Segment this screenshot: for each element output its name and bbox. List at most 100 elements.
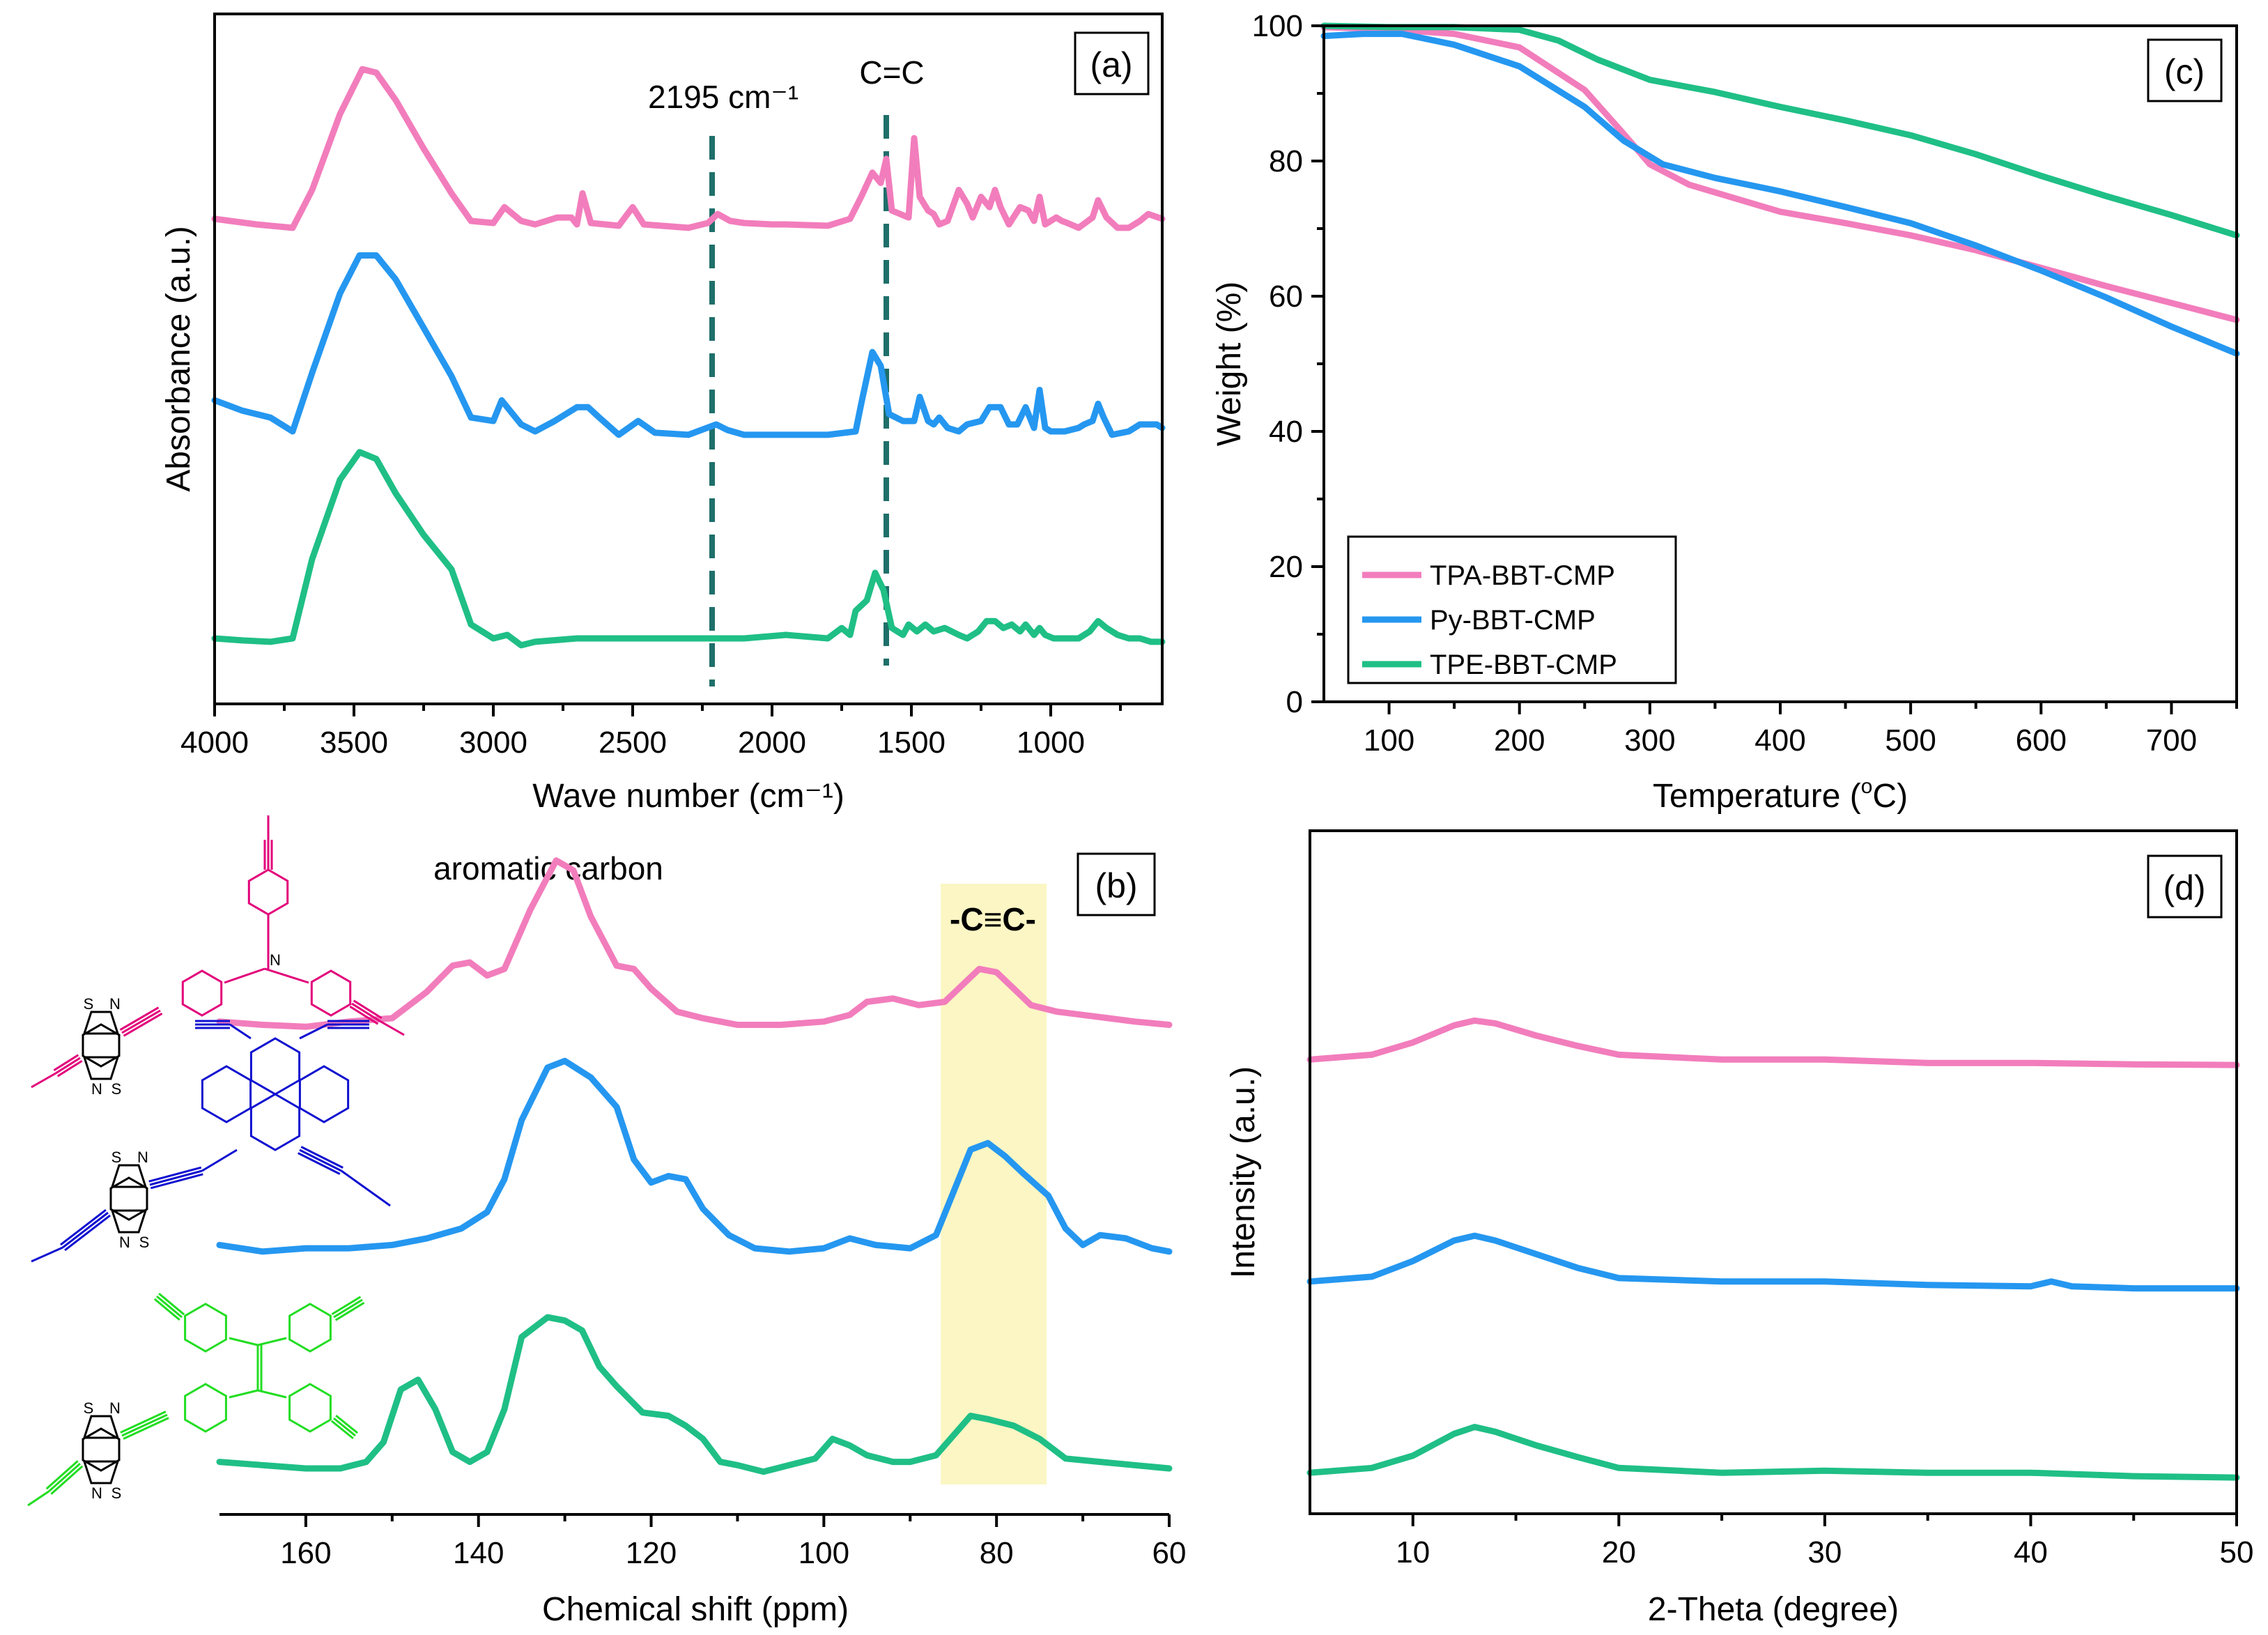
benzene-ring <box>184 1303 227 1353</box>
bond <box>45 1460 79 1490</box>
bond <box>379 1020 405 1036</box>
series-tpe-bbt-cmp <box>1320 22 2240 239</box>
atom-label: S <box>139 1234 150 1251</box>
benzene-ring <box>298 1065 350 1123</box>
bond <box>351 1002 380 1022</box>
bond <box>31 1246 63 1263</box>
series-py-bbt-cmp <box>216 1057 1173 1255</box>
thiadiazole-ring <box>110 1209 148 1234</box>
x-tick-label: 300 <box>1624 723 1675 758</box>
bond <box>53 1054 79 1072</box>
annotation-cc: C=C <box>859 54 924 91</box>
bond <box>153 1298 180 1321</box>
x-tick-label: 3000 <box>459 726 527 760</box>
x-tick-label: 500 <box>1885 723 1936 758</box>
bond <box>201 1149 238 1172</box>
atom-label: N <box>109 995 121 1013</box>
benzene-ring <box>249 1093 301 1151</box>
x-tick-label: 100 <box>799 1536 849 1570</box>
bond <box>156 1295 183 1319</box>
atom-label: S <box>84 995 94 1013</box>
atom-label: N <box>91 1080 102 1098</box>
x-tick-label: 1000 <box>1017 726 1085 760</box>
x-tick-label: 10 <box>1396 1535 1430 1569</box>
panel-d-label-box <box>2147 854 2223 919</box>
bond <box>229 1389 259 1399</box>
benzene-ring <box>288 1383 332 1433</box>
panel-c-y-ticks: 0 20 40 60 80 100 <box>1252 9 1324 719</box>
bbt-core-ring <box>82 1427 121 1472</box>
benzene-ring <box>181 969 223 1017</box>
atom-label: N <box>119 1234 130 1251</box>
x-tick-label: 700 <box>2146 723 2197 758</box>
panel-a-x-ticks: 4000 3500 3000 2500 2000 1500 1000 <box>180 704 1122 760</box>
panel-a-frame <box>213 13 1164 705</box>
series-tpe-bbt-cmp <box>1306 1424 2240 1481</box>
x-tick-label: 200 <box>1494 723 1545 758</box>
bond <box>334 1301 365 1321</box>
bond <box>229 1023 252 1040</box>
bond <box>331 1296 362 1316</box>
bond <box>300 1146 344 1169</box>
thiadiazole-ring <box>82 1056 120 1080</box>
panel-a-x-title: Wave number (cm⁻¹) <box>532 778 844 815</box>
bond <box>353 999 383 1020</box>
bond <box>31 1072 56 1089</box>
panel-c-label-box <box>2147 38 2223 102</box>
bond <box>119 1006 160 1031</box>
bond <box>123 1417 169 1440</box>
bbt-core-ring <box>109 1176 148 1221</box>
series-tpe-bbt-cmp <box>216 1314 1173 1475</box>
legend-label-tpa-bbt-cmp: TPA-BBT-CMP <box>1430 560 1615 591</box>
atom-label: N <box>109 1399 121 1417</box>
panel-d-y-title: Intensity (a.u.) <box>1225 1066 1262 1278</box>
bond <box>64 1214 111 1252</box>
panel-b-x-title: Chemical shift (ppm) <box>542 1591 849 1628</box>
atom-label: N <box>91 1484 102 1502</box>
panel-a-y-title: Absorbance (a.u.) <box>160 226 197 492</box>
benzene-ring <box>310 969 352 1017</box>
x-tick-label: 2500 <box>599 726 667 760</box>
panel-c-y-title: Weight (%) <box>1211 282 1248 447</box>
bond <box>299 1149 342 1172</box>
atom-label: S <box>111 1484 122 1502</box>
x-tick-label: 400 <box>1754 723 1805 758</box>
x-tick-label: 100 <box>1364 723 1414 758</box>
thiadiazole-ring <box>82 1415 120 1439</box>
thiadiazole-ring <box>82 1011 120 1035</box>
atom-label: S <box>111 1149 122 1166</box>
atom-label: S <box>84 1399 94 1417</box>
panel-d-x-title: 2-Theta (degree) <box>1648 1591 1899 1628</box>
series-py-bbt-cmp <box>1306 1232 2240 1292</box>
series-tpa-bbt-cmp <box>216 857 1173 1030</box>
series-py-bbt-cmp <box>1320 31 2240 357</box>
bond <box>257 1337 287 1346</box>
x-tick-label: 2000 <box>738 726 806 760</box>
benzene-ring <box>201 1065 252 1123</box>
x-tick-label: 50 <box>2220 1535 2254 1569</box>
annotation-2195: 2195 cm⁻¹ <box>648 79 799 115</box>
x-tick-label: 40 <box>2014 1535 2048 1569</box>
panel-d-series <box>1306 1017 2240 1481</box>
bond <box>333 1417 356 1437</box>
thiadiazole-ring <box>110 1164 148 1188</box>
panel-c-legend: TPA-BBT-CMP Py-BBT-CMP TPE-BBT-CMP <box>1347 535 1677 684</box>
bond <box>120 1411 167 1434</box>
x-tick-label: 3500 <box>320 726 388 760</box>
panel-b-series <box>216 857 1173 1475</box>
x-tick-label: 80 <box>980 1536 1014 1570</box>
panel-b-x-ticks: 160 140 120 100 80 60 <box>280 1514 1186 1570</box>
bond <box>330 1420 354 1440</box>
bond <box>257 1389 287 1399</box>
legend-label-py-bbt-cmp: Py-BBT-CMP <box>1430 605 1596 636</box>
structure-tpe-bbt: S NN S <box>27 1293 365 1507</box>
x-tick-label: 20 <box>1602 1535 1636 1569</box>
bond <box>299 1023 328 1040</box>
x-tick-label: 600 <box>2016 723 2067 758</box>
benzene-ring <box>288 1303 332 1353</box>
bond <box>341 1169 391 1207</box>
y-tick-label: 100 <box>1252 9 1303 43</box>
panel-d-frame <box>1309 829 2238 1515</box>
panel-c-x-title: Temperature (oC) <box>1653 775 1908 815</box>
